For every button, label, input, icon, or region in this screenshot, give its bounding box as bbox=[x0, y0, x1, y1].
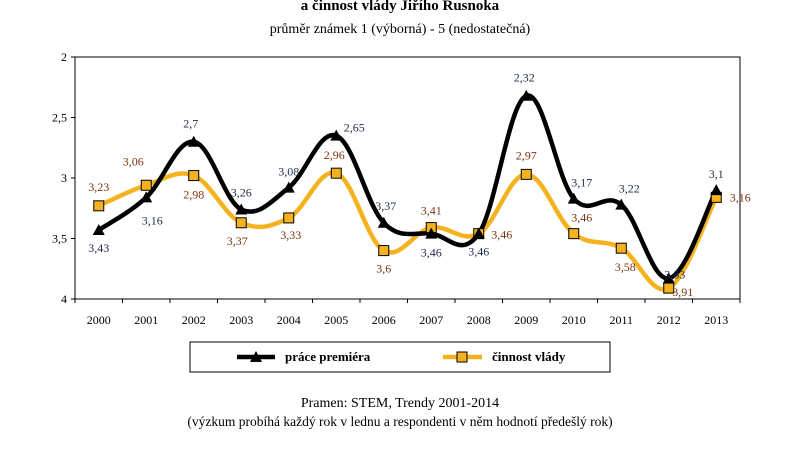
x-tick-label: 2011 bbox=[609, 313, 633, 327]
point-cinnost-vlady bbox=[93, 200, 105, 212]
point-cinnost-vlady bbox=[568, 228, 580, 240]
x-tick-label: 2001 bbox=[134, 313, 158, 327]
x-tick-label: 2007 bbox=[419, 313, 443, 327]
point-prace-premiera bbox=[377, 216, 390, 228]
data-label-cinnost-vlady: 3,33 bbox=[280, 228, 301, 242]
data-label-prace-premiera: 3,46 bbox=[421, 246, 442, 260]
data-label-cinnost-vlady: 3,41 bbox=[421, 204, 442, 218]
x-tick-label: 2002 bbox=[182, 313, 206, 327]
data-label-prace-premiera: 3,17 bbox=[571, 176, 592, 190]
x-tick-label: 2006 bbox=[372, 313, 396, 327]
data-label-cinnost-vlady: 2,98 bbox=[183, 188, 204, 202]
point-prace-premiera bbox=[567, 192, 580, 204]
data-label-cinnost-vlady: 2,96 bbox=[324, 148, 345, 162]
data-label-cinnost-vlady: 3,46 bbox=[571, 211, 592, 225]
x-tick-label: 2012 bbox=[657, 313, 681, 327]
data-label-cinnost-vlady: 2,97 bbox=[516, 148, 537, 162]
data-label-cinnost-vlady: 3,6 bbox=[376, 262, 391, 276]
data-label-prace-premiera: 2,32 bbox=[514, 71, 535, 85]
point-cinnost-vlady bbox=[330, 167, 342, 179]
data-label-prace-premiera: 2,65 bbox=[344, 121, 365, 135]
point-prace-premiera bbox=[710, 184, 723, 196]
data-label-cinnost-vlady: 3,23 bbox=[88, 180, 109, 194]
x-tick-label: 2005 bbox=[324, 313, 348, 327]
y-tick-label: 2,5 bbox=[52, 111, 67, 125]
point-cinnost-vlady bbox=[140, 179, 152, 191]
data-label-prace-premiera: 3,83 bbox=[664, 267, 685, 281]
data-label-prace-premiera: 3,37 bbox=[375, 199, 396, 213]
data-label-prace-premiera: 3,08 bbox=[278, 165, 299, 179]
y-tick-label: 3,5 bbox=[52, 232, 67, 246]
point-prace-premiera bbox=[662, 272, 675, 284]
point-prace-premiera bbox=[282, 181, 295, 193]
point-prace-premiera bbox=[330, 129, 343, 141]
data-label-prace-premiera: 3,46 bbox=[468, 245, 489, 259]
point-prace-premiera bbox=[140, 191, 153, 203]
x-tick-label: 2013 bbox=[704, 313, 728, 327]
data-label-prace-premiera: 3,43 bbox=[88, 241, 109, 255]
point-cinnost-vlady bbox=[520, 168, 532, 180]
point-cinnost-vlady bbox=[615, 242, 627, 254]
legend-marker-prace-premiera bbox=[250, 351, 262, 362]
y-tick-label: 2 bbox=[61, 50, 67, 64]
legend-label-cinnost-vlady: činnost vlády bbox=[492, 349, 566, 364]
chart-subtitle: průměr známek 1 (výborná) - 5 (nedostate… bbox=[269, 22, 531, 37]
data-label-cinnost-vlady: 3,91 bbox=[672, 285, 693, 299]
point-prace-premiera bbox=[520, 89, 533, 101]
data-label-cinnost-vlady: 3,16 bbox=[730, 190, 751, 204]
point-cinnost-vlady bbox=[188, 170, 200, 182]
y-tick-label: 3 bbox=[61, 171, 67, 185]
point-cinnost-vlady bbox=[283, 212, 295, 224]
point-prace-premiera bbox=[472, 227, 485, 239]
data-label-cinnost-vlady: 3,37 bbox=[227, 234, 248, 248]
data-label-prace-premiera: 3,26 bbox=[231, 185, 252, 199]
point-cinnost-vlady bbox=[378, 245, 390, 257]
legend-marker-cinnost-vlady bbox=[456, 351, 468, 363]
x-tick-label: 2000 bbox=[87, 313, 111, 327]
point-prace-premiera bbox=[92, 224, 105, 236]
plot-area bbox=[74, 56, 741, 300]
source-note: (výzkum probíhá každý rok v lednu a resp… bbox=[187, 414, 613, 429]
data-label-cinnost-vlady: 3,06 bbox=[123, 154, 144, 168]
point-cinnost-vlady bbox=[235, 217, 247, 229]
data-label-prace-premiera: 2,7 bbox=[183, 117, 198, 131]
chart-title: a činnost vlády Jiřího Rusnoka bbox=[300, 0, 500, 14]
data-label-cinnost-vlady: 3,58 bbox=[615, 260, 636, 274]
x-tick-label: 2010 bbox=[562, 313, 586, 327]
legend-label-prace-premiera: práce premiéra bbox=[285, 349, 371, 364]
x-tick-label: 2009 bbox=[514, 313, 538, 327]
data-label-prace-premiera: 3,1 bbox=[709, 167, 724, 181]
point-prace-premiera bbox=[235, 203, 248, 215]
x-tick-label: 2004 bbox=[277, 313, 301, 327]
point-prace-premiera bbox=[425, 227, 438, 239]
y-tick-label: 4 bbox=[61, 292, 67, 306]
point-prace-premiera bbox=[187, 135, 200, 147]
line-chart: 2 2,5 3 3,5 4 2000 2001 2002 2003 2004 2005 2006 200… bbox=[52, 50, 751, 373]
x-tick-label: 2008 bbox=[467, 313, 491, 327]
data-label-cinnost-vlady: 3,46 bbox=[491, 228, 512, 242]
x-tick-label: 2003 bbox=[229, 313, 253, 327]
data-label-prace-premiera: 3,16 bbox=[142, 213, 163, 227]
point-prace-premiera bbox=[615, 198, 628, 210]
data-label-prace-premiera: 3,22 bbox=[619, 182, 640, 196]
source-text: Pramen: STEM, Trendy 2001-2014 bbox=[300, 396, 500, 411]
